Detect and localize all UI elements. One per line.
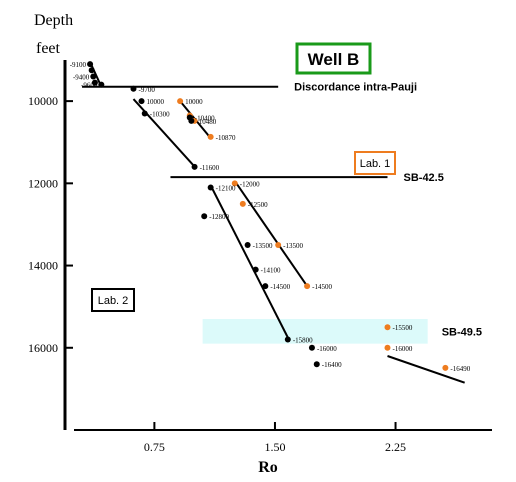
horizon-label-2: SB-49.5: [442, 326, 482, 338]
lab1-point: [275, 242, 282, 248]
point-depth-label: -12000: [240, 180, 260, 188]
x-tick-label: 0.75: [144, 440, 165, 454]
x-tick-label: 2.25: [385, 440, 406, 454]
point-depth-label: -13500: [283, 242, 303, 250]
point-depth-label: -12500: [248, 201, 268, 209]
lab2-point: [88, 67, 95, 74]
horizon-label-1: SB-42.5: [404, 172, 444, 184]
lab2-point: [87, 61, 94, 68]
point-depth-label: -14500: [312, 283, 332, 291]
lab2-point: [130, 85, 137, 92]
y-axis-label-depth: Depth: [34, 12, 73, 29]
lab1-point: [384, 324, 391, 331]
point-depth-label: -9100: [70, 61, 87, 69]
point-depth-label: -14100: [261, 267, 281, 275]
lab2-point: [244, 242, 251, 248]
point-depth-label: -9700: [138, 86, 155, 94]
point-depth-label: 10000: [147, 98, 165, 106]
x-tick-label: 1.50: [264, 440, 285, 454]
point-depth-label: -11600: [200, 164, 220, 172]
y-tick-label: 12000: [28, 176, 58, 190]
lab2-point: [98, 81, 105, 88]
point-depth-label: -15800: [293, 337, 313, 345]
horizon-band-2: [202, 319, 428, 344]
lab2-point: [252, 266, 259, 273]
lab1-box: [354, 151, 396, 175]
chart-title: Well B: [308, 50, 360, 69]
point-depth-label: -16490: [450, 365, 470, 373]
lab2-point: [188, 117, 195, 124]
lab2-point: [90, 73, 97, 80]
point-depth-label: -15500: [393, 324, 413, 332]
x-axis-label: Ro: [258, 459, 278, 476]
lab1-point: [304, 283, 311, 290]
lab2-box: [91, 288, 135, 312]
lab1-point: [239, 200, 246, 207]
lab2-label: Lab. 2: [98, 295, 129, 307]
point-depth-label: -12800: [209, 213, 229, 221]
point-depth-label: -10300: [150, 110, 170, 118]
lab2-point: [191, 163, 198, 170]
lab1-point: [207, 133, 214, 140]
point-depth-label: -16000: [317, 345, 337, 353]
lab2-point: [207, 184, 214, 191]
lab2-point: [308, 344, 315, 351]
y-tick-label: 14000: [28, 259, 58, 273]
point-depth-label: -9400: [73, 73, 90, 81]
chart-title-box: [295, 42, 372, 75]
y-tick-label: 10000: [28, 94, 58, 108]
y-tick-label: 16000: [28, 341, 58, 355]
lab2-point: [201, 213, 208, 220]
lab1-point: [442, 364, 449, 371]
point-depth-label: -14500: [270, 283, 290, 291]
point-depth-label: -10400: [195, 115, 215, 123]
lab1-label: Lab. 1: [360, 158, 391, 170]
trend-line-5: [387, 355, 465, 384]
lab2-point: [313, 361, 320, 368]
lab1-point: [231, 180, 238, 187]
point-depth-label: -10870: [216, 134, 236, 142]
y-axis-label-feet: feet: [36, 40, 61, 57]
horizon-label-0: Discordance intra-Pauji: [294, 82, 417, 94]
lab2-point: [138, 98, 145, 105]
trend-line-4: [235, 182, 308, 287]
trend-line-3: [209, 184, 289, 338]
point-depth-label: -16000: [393, 345, 413, 353]
point-depth-label: -13500: [253, 242, 273, 250]
lab2-point: [262, 283, 269, 290]
point-depth-label: -12100: [216, 184, 236, 192]
point-depth-label: -10480: [196, 118, 216, 126]
lab2-point: [141, 110, 148, 117]
trend-line-1: [132, 98, 194, 166]
point-depth-label: -9600: [81, 82, 98, 90]
lab2-point: [284, 336, 291, 343]
lab2-point: [91, 79, 98, 86]
lab1-point: [384, 344, 391, 351]
point-depth-label: 10000: [185, 98, 203, 106]
lab1-point: [177, 98, 184, 105]
point-depth-label: -16400: [322, 361, 342, 369]
